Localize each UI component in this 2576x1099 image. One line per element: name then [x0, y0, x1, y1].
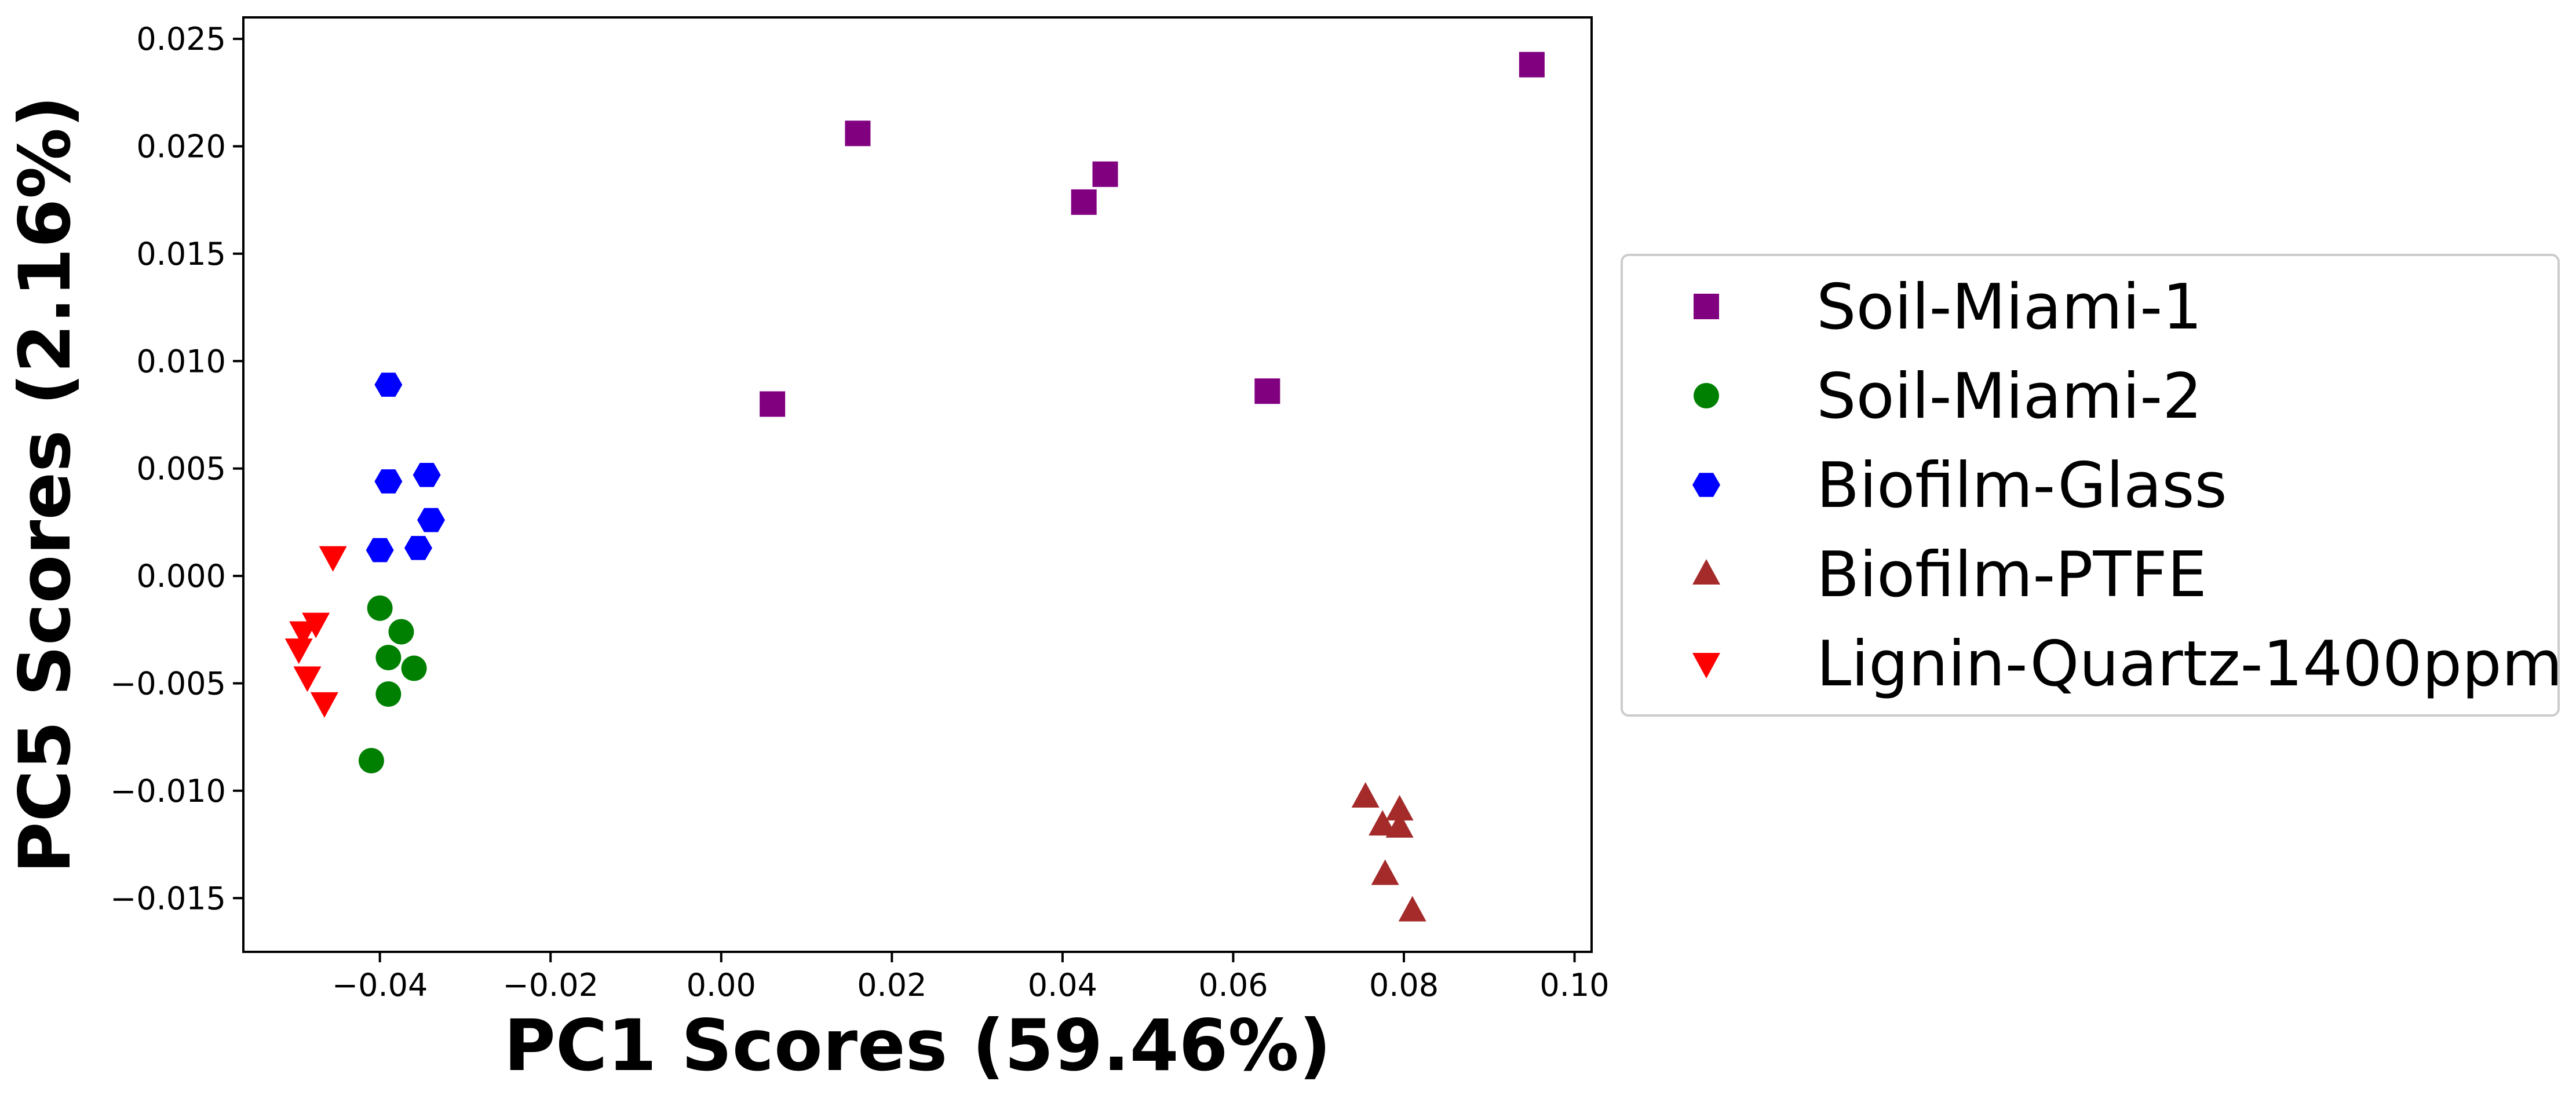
legend-label-lignin-quartz-1400ppm: Lignin-Quartz-1400ppm — [1816, 628, 2563, 700]
y-tick-label: 0.000 — [136, 558, 226, 594]
x-axis-ticks: −0.04 −0.02 0.00 0.02 0.04 0.06 0.08 0.10 — [332, 952, 1610, 1003]
legend-label-soil-miami-2: Soil-Miami-2 — [1816, 360, 2202, 433]
data-point-soil-miami-2 — [388, 619, 414, 645]
data-point-soil-miami-1 — [760, 391, 786, 417]
data-point-soil-miami-2 — [358, 747, 384, 773]
data-point-lignin-quartz-1400ppm — [289, 621, 318, 647]
data-point-biofilm-ptfe — [1371, 859, 1399, 885]
legend-marker-biofilm-glass — [1692, 473, 1720, 497]
legend-marker-soil-miami-1 — [1694, 294, 1719, 319]
data-point-biofilm-glass — [366, 538, 394, 563]
x-tick-label: 0.06 — [1198, 967, 1268, 1003]
data-point-lignin-quartz-1400ppm — [319, 546, 347, 572]
data-point-biofilm-ptfe — [1398, 896, 1426, 922]
data-point-lignin-quartz-1400ppm — [293, 666, 322, 692]
plot-frame — [242, 16, 1593, 953]
legend-marker-lignin-quartz-1400ppm — [1692, 653, 1720, 678]
data-point-biofilm-glass — [417, 507, 446, 532]
y-axis-title: PC5 Scores (2.16%) — [4, 96, 86, 874]
data-point-lignin-quartz-1400ppm — [302, 612, 330, 638]
legend-label-biofilm-ptfe: Biofilm-PTFE — [1816, 539, 2207, 611]
data-point-soil-miami-1 — [1254, 378, 1280, 404]
data-point-biofilm-ptfe — [1385, 812, 1414, 838]
legend: Soil-Miami-1 Soil-Miami-2 Biofilm-Glass Bio… — [1621, 254, 2563, 717]
legend-label-biofilm-glass: Biofilm-Glass — [1816, 450, 2227, 522]
y-tick-label: −0.015 — [110, 880, 226, 917]
y-tick-label: 0.025 — [136, 21, 226, 57]
x-tick-label: 0.02 — [857, 967, 926, 1003]
legend-marker-biofilm-ptfe — [1692, 559, 1720, 585]
data-markers — [284, 52, 1545, 922]
data-point-lignin-quartz-1400ppm — [310, 692, 338, 718]
legend-label-soil-miami-1: Soil-Miami-1 — [1816, 271, 2202, 344]
x-tick-label: 0.10 — [1539, 967, 1609, 1003]
y-tick-label: 0.010 — [136, 343, 226, 379]
legend-marker-soil-miami-2 — [1694, 383, 1719, 408]
y-axis-ticks: −0.015 −0.010 −0.005 0.000 0.005 0.010 0.015 0.… — [110, 21, 243, 917]
data-point-soil-miami-2 — [375, 644, 402, 670]
data-point-biofilm-glass — [374, 469, 403, 494]
data-point-lignin-quartz-1400ppm — [284, 638, 313, 664]
x-tick-label: 0.00 — [687, 967, 756, 1003]
data-point-soil-miami-2 — [367, 595, 393, 621]
x-tick-label: −0.04 — [332, 967, 428, 1003]
data-point-biofilm-ptfe — [1385, 795, 1414, 821]
data-point-soil-miami-1 — [1071, 189, 1097, 215]
y-tick-label: 0.005 — [136, 451, 226, 487]
data-point-biofilm-glass — [413, 463, 441, 487]
x-tick-label: 0.04 — [1028, 967, 1097, 1003]
y-tick-label: 0.015 — [136, 236, 226, 272]
data-point-biofilm-ptfe — [1369, 810, 1397, 836]
data-point-soil-miami-2 — [375, 681, 402, 707]
data-point-soil-miami-1 — [1519, 52, 1545, 78]
y-tick-label: −0.005 — [110, 665, 226, 702]
x-axis-title: PC1 Scores (59.46%) — [504, 1005, 1331, 1087]
data-point-biofilm-glass — [374, 373, 403, 397]
x-tick-label: 0.08 — [1369, 967, 1439, 1003]
plot-area — [242, 16, 1593, 953]
data-point-biofilm-ptfe — [1351, 782, 1380, 808]
data-point-biofilm-glass — [404, 536, 432, 560]
legend-frame — [1621, 254, 2560, 717]
data-point-soil-miami-1 — [845, 121, 871, 147]
data-point-soil-miami-1 — [1092, 161, 1118, 187]
y-tick-label: −0.010 — [110, 773, 226, 809]
data-point-soil-miami-2 — [401, 655, 427, 681]
y-tick-label: 0.020 — [136, 128, 226, 165]
legend-items: Soil-Miami-1 Soil-Miami-2 Biofilm-Glass Bio… — [1692, 271, 2563, 700]
x-tick-label: −0.02 — [502, 967, 598, 1003]
